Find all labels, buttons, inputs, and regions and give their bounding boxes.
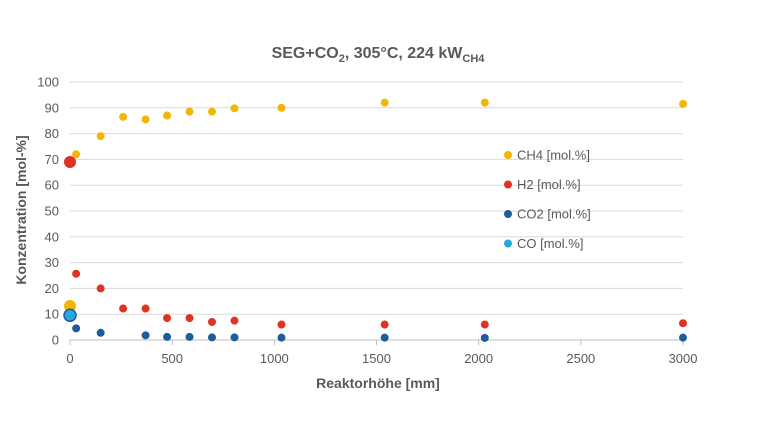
data-point-ch4 — [72, 150, 81, 159]
y-tick-label: 80 — [45, 126, 59, 141]
x-tick-label: 3000 — [669, 351, 698, 366]
x-tick-label: 1500 — [362, 351, 391, 366]
data-point-ch4 — [163, 111, 172, 120]
data-point-co2 — [163, 332, 172, 341]
data-point-h2 — [277, 320, 286, 329]
data-point-co2 — [72, 324, 81, 333]
chart-title-part1: SEG+CO — [272, 45, 339, 62]
y-tick-label: 70 — [45, 152, 59, 167]
data-point-ch4 — [208, 107, 217, 116]
data-point-h2 — [96, 284, 105, 293]
x-axis-title: Reaktorhöhe [mm] — [316, 375, 440, 391]
data-point-co2 — [480, 333, 489, 342]
legend: CH4 [mol.%] H2 [mol.%] CO2 [mol.%] CO [mol.… — [504, 148, 591, 251]
legend-label: CO2 [mol.%] — [517, 207, 591, 222]
data-point-co2 — [277, 333, 286, 342]
data-point-ch4 — [679, 99, 687, 108]
x-tick-label: 2000 — [464, 351, 493, 366]
y-tick-label: 100 — [37, 75, 59, 90]
legend-label: H2 [mol.%] — [517, 177, 581, 192]
y-axis-title: Konzentration [mol-%] — [13, 135, 29, 284]
data-point-co2 — [141, 331, 150, 340]
data-point-co2 — [208, 333, 217, 342]
data-point-co2 — [380, 333, 389, 342]
legend-marker — [504, 210, 512, 218]
data-point-h2 — [141, 304, 150, 313]
data-point-co2 — [185, 332, 194, 341]
y-tick-label: 0 — [52, 333, 59, 348]
legend-marker — [504, 239, 512, 248]
grid-lines — [69, 81, 684, 345]
data-point-ch4 — [380, 98, 389, 107]
data-point-h2 — [230, 316, 239, 325]
y-tick-label: 50 — [45, 204, 59, 219]
x-tick-label: 0 — [66, 351, 73, 366]
data-points — [63, 98, 687, 342]
data-point-co2 — [230, 333, 239, 342]
chart-title-sub1: 2 — [339, 53, 345, 65]
data-point-ch4 — [185, 107, 194, 116]
legend-marker — [504, 151, 512, 159]
data-point-co2 — [96, 328, 105, 337]
data-point-ch4 — [277, 103, 286, 112]
data-point-co2 — [679, 333, 687, 342]
data-point-ch4 — [64, 299, 76, 312]
data-point-co — [63, 308, 77, 322]
chart-title-part2: , 305°C, 224 kW — [345, 45, 463, 62]
x-tick-label: 2500 — [566, 351, 595, 366]
x-tick-label: 500 — [161, 351, 183, 366]
y-tick-label: 90 — [45, 100, 59, 115]
data-point-h2 — [480, 320, 489, 329]
data-point-h2 — [185, 314, 194, 323]
data-point-h2 — [119, 304, 128, 313]
chart-title: SEG+CO2, 305°C, 224 kWCH4 — [272, 45, 486, 65]
data-point-ch4 — [96, 132, 105, 141]
chart-title-sub2: CH4 — [462, 53, 485, 65]
data-point-h2 — [380, 320, 389, 329]
data-point-h2 — [64, 155, 76, 168]
data-point-ch4 — [119, 112, 128, 121]
data-point-ch4 — [480, 98, 489, 107]
legend-label: CH4 [mol.%] — [517, 148, 590, 163]
data-point-h2 — [679, 319, 687, 328]
data-point-h2 — [163, 314, 172, 323]
legend-label: CO [mol.%] — [517, 236, 583, 251]
y-tick-label: 60 — [45, 178, 59, 193]
x-tick-label: 1000 — [260, 351, 289, 366]
y-tick-label: 40 — [45, 229, 59, 244]
data-point-ch4 — [230, 104, 239, 113]
data-point-h2 — [208, 317, 217, 326]
legend-marker — [504, 180, 512, 189]
y-tick-label: 20 — [45, 281, 59, 296]
data-point-ch4 — [141, 115, 150, 124]
data-point-h2 — [72, 269, 81, 278]
y-tick-label: 30 — [45, 255, 59, 270]
y-tick-label: 10 — [45, 307, 59, 322]
